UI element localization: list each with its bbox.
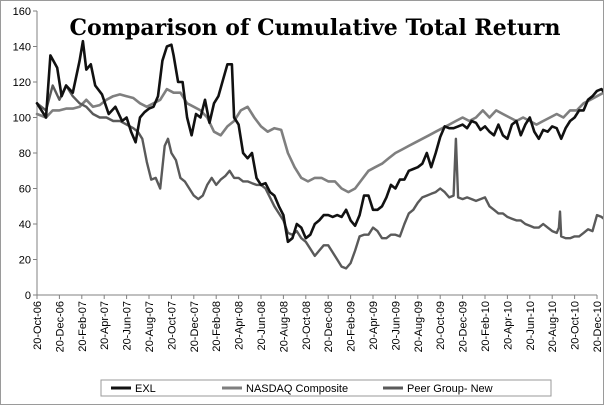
series-line-2 [35,84,603,270]
x-tick-label: 20-Feb-08 [211,301,223,352]
y-tick-label: 160 [13,6,31,18]
x-tick-label: 20-Aug-08 [278,301,290,352]
y-tick-label: 40 [19,219,31,231]
x-tick-label: 20-Jun-09 [390,301,402,351]
legend: EXL NASDAQ Composite Peer Group- New [100,379,552,397]
x-tick-label: 20-Apr-08 [234,301,246,350]
x-tick-label: 20-Oct-09 [435,301,447,350]
y-tick-label: 60 [19,184,31,196]
x-tick-label: 20-Oct-07 [166,301,178,350]
y-tick-label: 20 [19,255,31,267]
x-tick-label: 20-Oct-10 [570,301,582,350]
x-tick-label: 20-Jun-10 [525,301,537,351]
y-tick-label: 80 [19,148,31,160]
y-tick-label: 120 [13,77,31,89]
legend-label-1: NASDAQ Composite [246,383,348,395]
y-tick-label: 0 [25,290,31,302]
series-line-0 [35,39,603,244]
x-tick-label: 20-Jun-07 [122,301,134,351]
x-tick-label: 20-Dec-10 [592,301,603,352]
x-tick-label: 20-Aug-09 [413,301,425,352]
x-tick-label: 20-Dec-06 [54,301,66,352]
x-tick-label: 20-Aug-07 [144,301,156,352]
x-tick-label: 20-Jun-08 [256,301,268,351]
x-tick-label: 20-Apr-07 [99,301,111,350]
chart-title: Comparison of Cumulative Total Return [70,15,561,41]
x-tick-label: 20-Apr-10 [502,301,514,350]
series-line-1 [35,87,603,194]
x-tick-label: 20-Aug-10 [547,301,559,352]
x-tick-label: 20-Oct-06 [32,301,44,350]
y-tick-label: 140 [13,42,31,54]
x-tick-label: 20-Apr-09 [368,301,380,350]
y-tick-label: 100 [13,113,31,125]
series-layer [35,39,603,270]
legend-label-2: Peer Group- New [407,383,493,395]
legend-label-0: EXL [135,383,156,395]
x-tick-label: 20-Feb-07 [77,301,89,352]
x-tick-label: 20-Dec-07 [189,301,201,352]
x-tick-label: 20-Dec-09 [458,301,470,352]
x-tick-label: 20-Dec-08 [323,301,335,352]
x-tick-label: 20-Feb-10 [480,301,492,352]
legend-box [100,379,552,397]
axes: 0 20 40 60 80 100 120 140 160 20-Oct-06 20-Dec-06 2… [13,6,603,352]
x-tick-label: 20-Feb-09 [346,301,358,352]
x-tick-label: 20-Oct-08 [301,301,313,350]
